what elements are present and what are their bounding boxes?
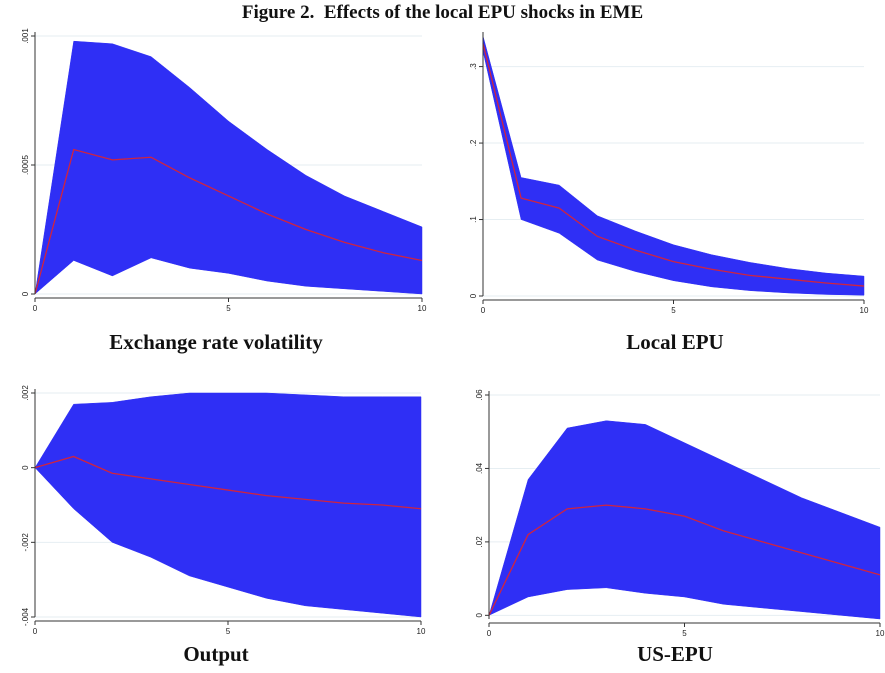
x-tick-label-exchange-rate-volatility-0: 0	[33, 304, 38, 313]
chart-panel-local-epu: 0 .1 .2 .3 0 5 10 Local EPU	[469, 32, 869, 354]
confidence-band-exchange-rate-volatility	[34, 40, 423, 295]
chart-panel-exchange-rate-volatility: 0 .0005 .001 0 5 10 Exchange rate volatility	[21, 28, 427, 354]
y-tick-label-local-epu-3: .3	[469, 63, 478, 70]
x-tick-label-us-epu-2: 10	[876, 629, 885, 638]
y-tick-label-local-epu-1: .1	[469, 216, 478, 223]
response-line-exchange-rate-volatility	[34, 148, 423, 295]
chart-caption-us-epu: US-EPU	[637, 642, 713, 666]
x-tick-label-output-2: 10	[417, 627, 426, 636]
y-tick-label-local-epu-0: 0	[469, 293, 478, 298]
y-tick-label-output-0: -.004	[21, 607, 30, 626]
y-tick-label-us-epu-1: .02	[475, 536, 484, 548]
y-tick-label-us-epu-3: .06	[475, 389, 484, 401]
confidence-band-local-epu	[482, 35, 865, 296]
response-line-local-epu	[482, 43, 865, 287]
figure-title: Figure 2. Effects of the local EPU shock…	[241, 2, 644, 23]
x-tick-label-local-epu-1: 5	[671, 306, 676, 315]
y-tick-label-us-epu-0: 0	[475, 613, 484, 618]
x-tick-label-us-epu-1: 5	[682, 629, 687, 638]
response-line-output	[34, 455, 422, 510]
chart-panel-us-epu: 0 .02 .04 .06 0 5 10 US-EPU	[475, 389, 885, 666]
x-tick-label-output-0: 0	[33, 627, 38, 636]
x-tick-label-local-epu-2: 10	[860, 306, 869, 315]
y-tick-label-us-epu-2: .04	[475, 462, 484, 474]
confidence-band-output	[34, 392, 422, 618]
y-tick-label-exchange-rate-volatility-1: .0005	[21, 154, 30, 175]
chart-panel-output: -.004 -.002 0 .002 0 5 10 Output	[21, 385, 426, 666]
y-tick-label-output-1: -.002	[21, 533, 30, 552]
x-tick-label-exchange-rate-volatility-1: 5	[226, 304, 231, 313]
chart-caption-output: Output	[183, 642, 248, 666]
chart-caption-local-epu: Local EPU	[626, 330, 723, 354]
x-tick-label-exchange-rate-volatility-2: 10	[418, 304, 427, 313]
y-tick-label-output-2: 0	[21, 465, 30, 470]
response-line-us-epu	[488, 504, 881, 616]
y-tick-label-exchange-rate-volatility-0: 0	[21, 291, 30, 296]
x-tick-label-us-epu-0: 0	[487, 629, 492, 638]
y-tick-label-output-3: .002	[21, 385, 30, 401]
y-tick-label-exchange-rate-volatility-2: .001	[21, 28, 30, 44]
chart-caption-exchange-rate-volatility: Exchange rate volatility	[109, 330, 323, 354]
y-tick-label-local-epu-2: .2	[469, 139, 478, 146]
x-tick-label-output-1: 5	[226, 627, 231, 636]
x-tick-label-local-epu-0: 0	[481, 306, 486, 315]
confidence-band-us-epu	[488, 420, 881, 620]
